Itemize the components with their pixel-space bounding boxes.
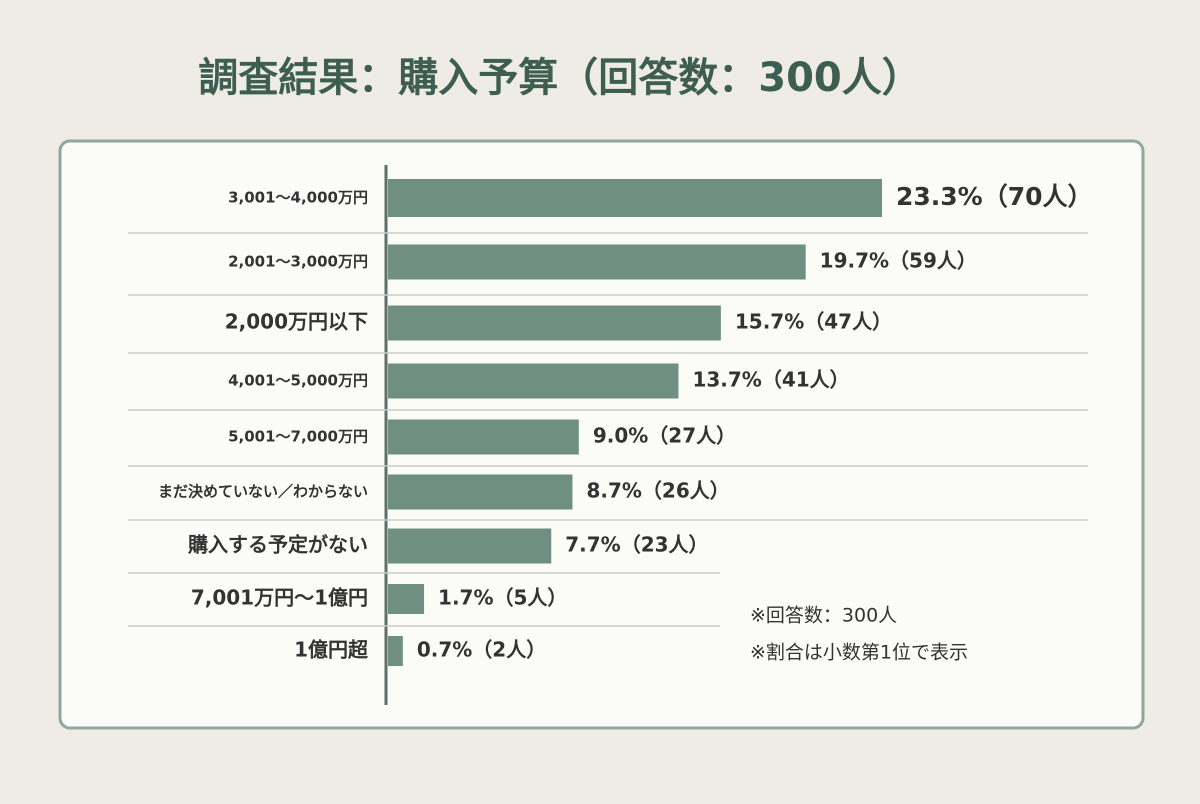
value-label: 0.7%（2人）	[417, 638, 546, 662]
category-label: まだ決めていない／わからない	[158, 483, 368, 501]
category-label: 購入する予定がない	[188, 533, 368, 557]
note: ※回答数：300人	[750, 605, 897, 627]
bar	[388, 584, 425, 614]
panel	[58, 139, 1145, 730]
category-label: 7,001万円〜1億円	[191, 586, 368, 610]
value-label: 9.0%（27人）	[593, 424, 736, 448]
category-label: 1億円超	[294, 638, 369, 662]
bar	[388, 419, 579, 455]
value-label: 23.3%（70人）	[896, 182, 1093, 211]
bar	[388, 474, 573, 510]
category-label: 5,001〜7,000万円	[228, 428, 368, 446]
category-label: 4,001〜5,000万円	[228, 372, 368, 390]
value-label: 8.7%（26人）	[586, 479, 729, 503]
note: ※割合は小数第1位で表示	[750, 642, 968, 664]
value-label: 13.7%（41人）	[692, 368, 849, 392]
chart-title: 調査結果：購入予算（回答数：300人）	[198, 55, 922, 101]
bar	[388, 636, 403, 666]
value-label: 19.7%（59人）	[820, 249, 977, 273]
category-label: 3,001〜4,000万円	[228, 189, 368, 207]
value-label: 7.7%（23人）	[565, 533, 708, 557]
value-label: 15.7%（47人）	[735, 310, 892, 334]
bar	[388, 305, 721, 341]
bar	[388, 244, 806, 280]
category-label: 2,000万円以下	[225, 310, 368, 334]
value-label: 1.7%（5人）	[438, 586, 567, 610]
bar	[388, 179, 882, 217]
bar	[388, 363, 679, 399]
category-label: 2,001〜3,000万円	[228, 253, 368, 271]
bar	[388, 528, 552, 564]
